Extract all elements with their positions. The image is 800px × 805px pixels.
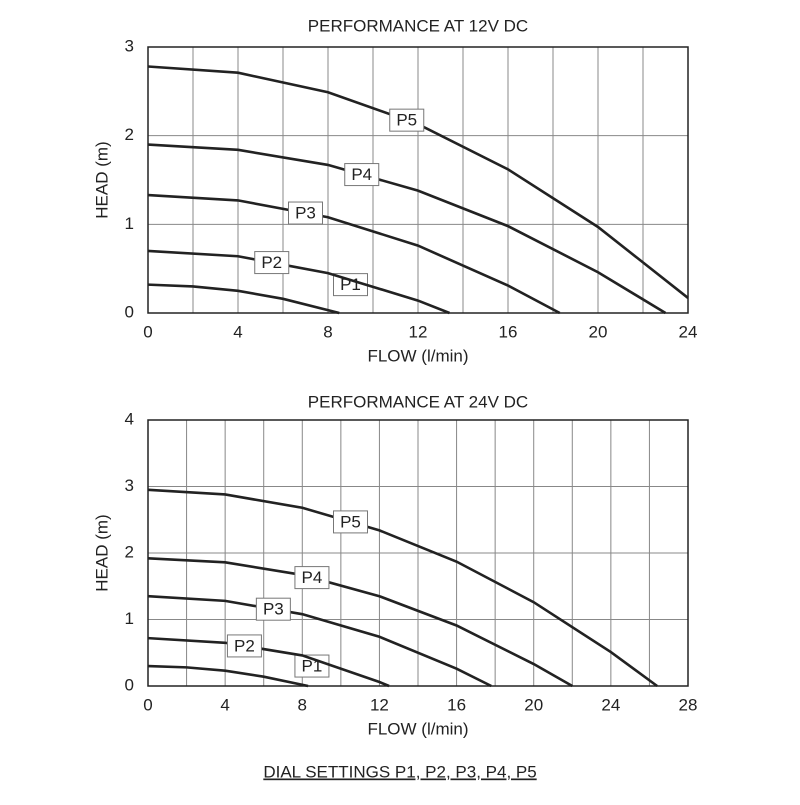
y-tick-label: 1 — [125, 609, 134, 628]
label-box — [294, 566, 330, 590]
curve — [147, 557, 573, 688]
label-box — [344, 163, 380, 187]
label-box — [226, 634, 262, 658]
x-tick-label: 0 — [143, 695, 152, 714]
y-axis-title: HEAD (m) — [92, 141, 111, 218]
series-label: P3 — [263, 600, 284, 619]
curve — [147, 249, 450, 315]
curve — [147, 594, 492, 688]
x-tick-label: 20 — [589, 322, 608, 341]
curve — [147, 488, 658, 688]
curve — [147, 664, 309, 688]
label-box — [288, 201, 323, 225]
x-tick-label: 12 — [370, 695, 389, 714]
x-tick-label: 8 — [323, 322, 332, 341]
x-tick-label: 0 — [143, 322, 152, 341]
y-tick-label: 1 — [125, 214, 134, 233]
y-tick-label: 3 — [125, 476, 134, 495]
y-tick-label: 4 — [125, 409, 134, 428]
series-label: P5 — [396, 111, 417, 130]
y-tick-label: 0 — [125, 675, 134, 694]
x-tick-label: 8 — [298, 695, 307, 714]
series-label: P3 — [295, 204, 316, 223]
series-label: P4 — [302, 568, 323, 587]
y-tick-label: 3 — [125, 36, 134, 55]
label-box — [389, 108, 425, 132]
x-tick-label: 16 — [447, 695, 466, 714]
series-label: P5 — [340, 512, 361, 531]
label-box — [333, 510, 368, 534]
plot-frame — [147, 46, 689, 314]
plot-frame — [147, 419, 689, 687]
series-label: P1 — [340, 275, 361, 294]
x-tick-label: 16 — [499, 322, 518, 341]
x-tick-label: 12 — [409, 322, 428, 341]
x-tick-label: 24 — [601, 695, 620, 714]
label-box — [254, 251, 290, 275]
curve — [147, 193, 561, 315]
curve — [147, 636, 390, 688]
series-label: P4 — [351, 165, 372, 184]
x-tick-label: 4 — [233, 322, 242, 341]
series-label: P2 — [261, 253, 282, 272]
x-tick-label: 4 — [220, 695, 229, 714]
label-box — [255, 597, 291, 621]
y-tick-label: 2 — [125, 125, 134, 144]
x-tick-label: 20 — [524, 695, 543, 714]
chart-title: PERFORMANCE AT 12V DC — [308, 16, 528, 35]
y-tick-label: 2 — [125, 542, 134, 561]
chart-title: PERFORMANCE AT 24V DC — [308, 392, 528, 411]
x-tick-label: 24 — [679, 322, 698, 341]
y-tick-label: 0 — [125, 302, 134, 321]
x-axis-title: FLOW (l/min) — [367, 719, 468, 738]
curve — [147, 283, 340, 315]
x-axis-title: FLOW (l/min) — [367, 346, 468, 365]
series-label: P2 — [234, 636, 255, 655]
curve — [147, 143, 667, 315]
caption: DIAL SETTINGS P1, P2, P3, P4, P5 — [263, 762, 536, 781]
y-axis-title: HEAD (m) — [92, 514, 111, 591]
x-tick-label: 28 — [679, 695, 698, 714]
